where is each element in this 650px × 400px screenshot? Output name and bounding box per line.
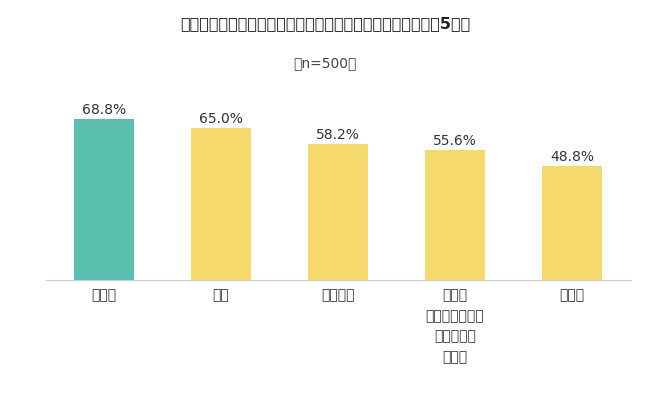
Bar (541, 166, 603, 280)
Text: 55.6%: 55.6% (433, 134, 477, 148)
Text: 「同一労働同一賃金」の導入における課題（複数回答、上位5つ）: 「同一労働同一賃金」の導入における課題（複数回答、上位5つ） (180, 16, 470, 31)
Text: 65.0%: 65.0% (199, 112, 243, 126)
Text: 68.8%: 68.8% (82, 103, 126, 117)
Bar (73, 119, 135, 280)
Bar (424, 150, 486, 280)
Bar (190, 128, 252, 280)
Text: （n=500）: （n=500） (293, 56, 357, 70)
Bar (307, 144, 369, 280)
Text: 48.8%: 48.8% (550, 150, 594, 164)
Text: 58.2%: 58.2% (316, 128, 360, 142)
